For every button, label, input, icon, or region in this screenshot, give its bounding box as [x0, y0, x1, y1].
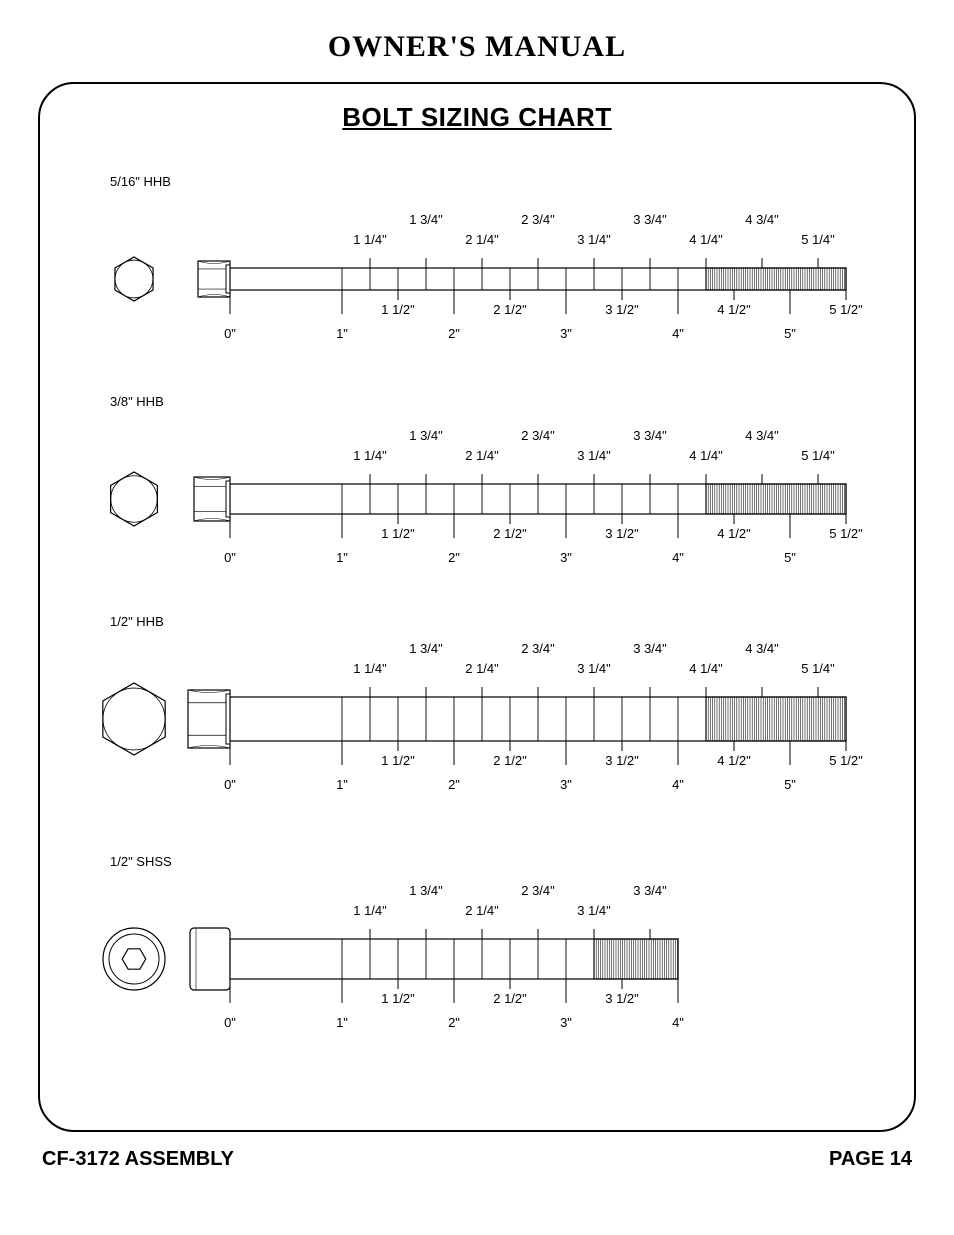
tick-label: 4 1/2" — [717, 753, 751, 768]
chart-title: BOLT SIZING CHART — [40, 102, 914, 133]
bolt-diagram: 0" 1" 1 1/4" 1 1/2" 1 3/4" 2" 2 1/4" 2 1/2" 2 3/… — [40, 404, 920, 604]
tick-label: 4" — [672, 326, 684, 341]
tick-label: 5" — [784, 326, 796, 341]
tick-label: 2 1/2" — [493, 991, 527, 1006]
tick-label: 2" — [448, 326, 460, 341]
tick-label: 4 3/4" — [745, 641, 779, 656]
bolt-diagram: 0" 1" 1 1/4" 1 1/2" 1 3/4" 2" 2 1/4" 2 1/2" 2 3/… — [40, 624, 920, 824]
page-footer: CF-3172 ASSEMBLY PAGE 14 — [38, 1148, 916, 1171]
tick-label: 5" — [784, 550, 796, 565]
tick-label: 1" — [336, 326, 348, 341]
tick-label: 4 1/2" — [717, 302, 751, 317]
tick-label: 1 1/4" — [353, 232, 387, 247]
tick-label: 5 1/4" — [801, 661, 835, 676]
tick-label: 4 1/4" — [689, 661, 723, 676]
tick-label: 2 1/4" — [465, 448, 499, 463]
tick-label: 2 1/2" — [493, 302, 527, 317]
tick-label: 2 1/4" — [465, 232, 499, 247]
tick-label: 3 1/2" — [605, 991, 639, 1006]
tick-label: 2" — [448, 777, 460, 792]
tick-label: 1 1/4" — [353, 903, 387, 918]
bolt-diagram: 0" 1" 1 1/4" 1 1/2" 1 3/4" 2" 2 1/4" 2 1/2" 2 3/… — [40, 864, 920, 1064]
tick-label: 3 3/4" — [633, 428, 667, 443]
tick-label: 1 1/2" — [381, 302, 415, 317]
tick-label: 2 3/4" — [521, 212, 555, 227]
bolt-diagram: 0" 1" 1 1/4" 1 1/2" 1 3/4" 2" 2 1/4" 2 1/2" 2 3/… — [40, 184, 920, 384]
tick-label: 2 3/4" — [521, 428, 555, 443]
tick-label: 3 3/4" — [633, 641, 667, 656]
page: OWNER'S MANUAL BOLT SIZING CHART 5/16" H… — [0, 0, 954, 1235]
tick-label: 1" — [336, 550, 348, 565]
tick-label: 0" — [224, 550, 236, 565]
tick-label: 5 1/2" — [829, 526, 863, 541]
tick-label: 1 3/4" — [409, 883, 443, 898]
tick-label: 1" — [336, 777, 348, 792]
tick-label: 4 1/4" — [689, 448, 723, 463]
tick-label: 3 1/4" — [577, 232, 611, 247]
tick-label: 4 3/4" — [745, 212, 779, 227]
tick-label: 3 1/4" — [577, 661, 611, 676]
footer-right: PAGE 14 — [829, 1148, 912, 1171]
chart-frame: BOLT SIZING CHART 5/16" HHB0"1"1 1/4"1 1… — [38, 82, 916, 1132]
tick-label: 4 1/4" — [689, 232, 723, 247]
tick-label: 3" — [560, 1015, 572, 1030]
tick-label: 0" — [224, 1015, 236, 1030]
tick-label: 2" — [448, 1015, 460, 1030]
tick-label: 0" — [224, 777, 236, 792]
tick-label: 3" — [560, 777, 572, 792]
tick-label: 2 3/4" — [521, 883, 555, 898]
tick-label: 5 1/4" — [801, 232, 835, 247]
tick-label: 1" — [336, 1015, 348, 1030]
tick-label: 2" — [448, 550, 460, 565]
tick-label: 4 3/4" — [745, 428, 779, 443]
tick-label: 4" — [672, 1015, 684, 1030]
tick-label: 3 3/4" — [633, 212, 667, 227]
tick-label: 1 1/2" — [381, 753, 415, 768]
tick-label: 5 1/2" — [829, 302, 863, 317]
tick-label: 3" — [560, 550, 572, 565]
tick-label: 2 1/4" — [465, 903, 499, 918]
footer-left: CF-3172 ASSEMBLY — [42, 1148, 234, 1171]
tick-label: 2 1/2" — [493, 753, 527, 768]
tick-label: 4" — [672, 550, 684, 565]
tick-label: 3 1/2" — [605, 753, 639, 768]
tick-label: 3 1/2" — [605, 302, 639, 317]
manual-title: OWNER'S MANUAL — [38, 30, 916, 64]
tick-label: 3 3/4" — [633, 883, 667, 898]
tick-label: 5 1/4" — [801, 448, 835, 463]
tick-label: 5 1/2" — [829, 753, 863, 768]
tick-label: 3 1/2" — [605, 526, 639, 541]
tick-label: 1 3/4" — [409, 641, 443, 656]
tick-label: 1 3/4" — [409, 212, 443, 227]
tick-label: 3" — [560, 326, 572, 341]
tick-label: 1 3/4" — [409, 428, 443, 443]
tick-label: 0" — [224, 326, 236, 341]
tick-label: 5" — [784, 777, 796, 792]
tick-label: 1 1/2" — [381, 991, 415, 1006]
tick-label: 1 1/4" — [353, 661, 387, 676]
tick-label: 4" — [672, 777, 684, 792]
tick-label: 2 3/4" — [521, 641, 555, 656]
tick-label: 3 1/4" — [577, 448, 611, 463]
tick-label: 2 1/2" — [493, 526, 527, 541]
tick-label: 1 1/4" — [353, 448, 387, 463]
tick-label: 3 1/4" — [577, 903, 611, 918]
tick-label: 1 1/2" — [381, 526, 415, 541]
tick-label: 4 1/2" — [717, 526, 751, 541]
tick-label: 2 1/4" — [465, 661, 499, 676]
